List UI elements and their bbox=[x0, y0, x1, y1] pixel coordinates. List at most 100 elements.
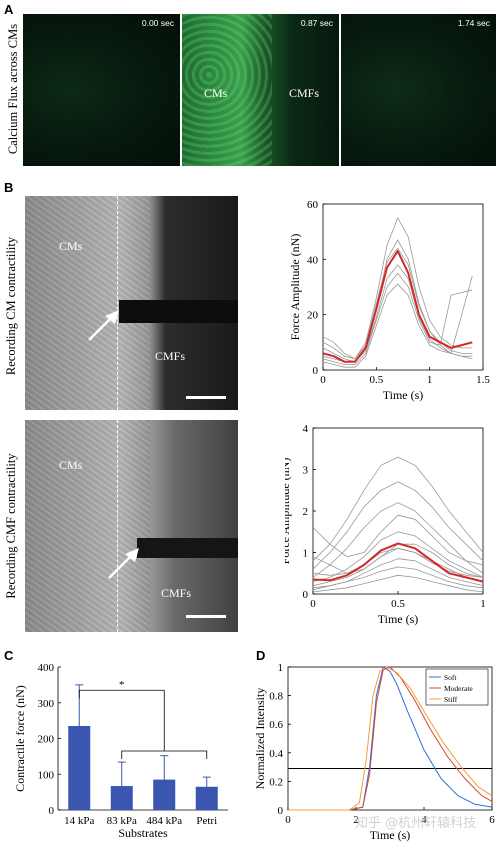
bbot-trace-line bbox=[312, 456, 484, 562]
calcium-frame-2: 0.87 sec CMs CMFs bbox=[182, 14, 339, 166]
bbot-ytick-label: 2 bbox=[303, 506, 309, 518]
d-series-line bbox=[288, 666, 493, 811]
bbot-ytick-label: 4 bbox=[303, 423, 309, 435]
panel-a-row-label: Calcium Flux across CMs bbox=[6, 23, 20, 155]
btop-ytick-label: 0 bbox=[313, 365, 319, 377]
normalized-intensity-chart: 0 2 4 6 0 0.2 0.4 0.6 0.8 1 Time (s) Normalized Int… bbox=[253, 662, 495, 842]
d-series-line bbox=[288, 666, 493, 811]
btop-ylabel: Force Amplitude (nN) bbox=[288, 234, 302, 341]
panel-letter-c: C bbox=[4, 648, 14, 663]
btop-trace-line bbox=[322, 239, 473, 363]
c-significance-star: * bbox=[119, 679, 125, 691]
force-trace-chart-cm: 0 0.5 1 1.5 0 20 40 60 Time (s) Force Amplitude (… bbox=[288, 199, 490, 402]
c-xlabel: Substrates bbox=[118, 826, 168, 840]
d-legend-label: Moderate bbox=[444, 684, 473, 693]
c-group-bracket bbox=[121, 750, 208, 760]
btop-trace-line bbox=[322, 272, 473, 365]
bottom-scale-bar bbox=[186, 615, 226, 618]
d-ytick-label: 0.2 bbox=[269, 776, 283, 788]
c-bar bbox=[68, 725, 91, 810]
c-bar bbox=[195, 786, 218, 810]
c-category-label: Petri bbox=[196, 815, 217, 827]
d-ylabel: Normalized Intensity bbox=[253, 688, 267, 790]
d-xtick-label: 4 bbox=[421, 814, 427, 826]
btop-xtick-label: 0.5 bbox=[369, 374, 383, 386]
contractile-force-bar-chart: 0 100 200 300 400 14 kPa 83 kPa 484 kPa Petri Sub… bbox=[13, 662, 228, 840]
bright-field-image-top: CMs CMFs bbox=[25, 196, 238, 410]
d-xlabel: Time (s) bbox=[370, 828, 411, 842]
bbot-trace-line bbox=[312, 543, 484, 578]
c-ytick-label: 200 bbox=[38, 734, 55, 746]
bbot-xtick-label: 1 bbox=[480, 598, 486, 610]
bottom-image-cmfs-label: CMFs bbox=[161, 586, 192, 600]
bbot-ytick-label: 3 bbox=[303, 465, 309, 477]
btop-trace-line bbox=[322, 247, 473, 360]
bbot-trace-line bbox=[312, 547, 484, 578]
panel-b-bottom-row-label: Recording CMF contractility bbox=[4, 453, 18, 599]
bbot-trace-line bbox=[312, 531, 484, 582]
bbot-ytick-label: 1 bbox=[303, 548, 309, 560]
bbot-trace-line bbox=[312, 481, 484, 570]
d-ytick-label: 0.4 bbox=[269, 748, 283, 760]
btop-ytick-label: 20 bbox=[307, 310, 319, 322]
panel-letter-d: D bbox=[256, 648, 266, 663]
d-ytick-label: 0 bbox=[278, 805, 284, 817]
bbot-mean-line bbox=[312, 542, 484, 583]
top-image-cms-label: CMs bbox=[59, 239, 83, 253]
top-arrow-icon bbox=[88, 310, 119, 341]
bbot-xtick-label: 0 bbox=[310, 598, 316, 610]
btop-mean-line bbox=[322, 250, 473, 363]
c-ytick-label: 400 bbox=[38, 662, 55, 674]
frame-3-time: 1.74 sec bbox=[457, 18, 490, 28]
bottom-arrow-icon bbox=[108, 548, 139, 579]
top-image-cmfs-label: CMFs bbox=[155, 349, 186, 363]
panel-b-top-row-label: Recording CM contractility bbox=[4, 236, 18, 376]
btop-xtick-label: 1 bbox=[427, 374, 433, 386]
d-legend-label: Soft bbox=[444, 673, 457, 682]
c-category-label: 484 kPa bbox=[146, 815, 182, 827]
btop-xtick-label: 1.5 bbox=[476, 374, 490, 386]
btop-xtick-label: 0 bbox=[320, 374, 326, 386]
bright-field-image-bottom: CMs CMFs bbox=[25, 420, 238, 632]
bbot-ylabel: Force Amplitude (nN) bbox=[285, 458, 292, 565]
frame-2-time: 0.87 sec bbox=[300, 18, 333, 28]
d-xtick-label: 2 bbox=[353, 814, 359, 826]
bbot-xtick-label: 0.5 bbox=[391, 598, 405, 610]
c-significance-bracket bbox=[78, 689, 165, 752]
bbot-ytick-label: 0 bbox=[303, 589, 309, 601]
c-ytick-label: 300 bbox=[38, 698, 55, 710]
btop-trace-line bbox=[322, 217, 473, 360]
watermark: 知乎 @杭州轩辕科技 bbox=[355, 816, 477, 831]
d-ytick-label: 1 bbox=[278, 662, 284, 674]
btop-ytick-label: 60 bbox=[307, 199, 319, 211]
c-category-label: 14 kPa bbox=[64, 815, 94, 827]
bottom-image-cms-label: CMs bbox=[59, 458, 83, 472]
c-bar bbox=[110, 786, 133, 810]
d-xtick-label: 0 bbox=[285, 814, 291, 826]
frame-2-cmfs-label: CMFs bbox=[289, 86, 320, 100]
bbot-trace-line bbox=[312, 514, 484, 566]
c-ytick-label: 100 bbox=[38, 769, 55, 781]
bbot-xlabel: Time (s) bbox=[378, 612, 419, 626]
btop-axes-box bbox=[322, 203, 484, 371]
c-ylabel: Contractile force (nN) bbox=[13, 685, 27, 792]
calcium-frame-1: 0.00 sec bbox=[23, 14, 180, 166]
frame-1-time: 0.00 sec bbox=[141, 18, 174, 28]
btop-trace-line bbox=[322, 275, 473, 368]
d-ytick-label: 0.6 bbox=[269, 719, 283, 731]
btop-ytick-label: 40 bbox=[307, 254, 319, 266]
panel-letter-b: B bbox=[4, 180, 14, 195]
c-category-label: 83 kPa bbox=[107, 815, 137, 827]
bbot-trace-line bbox=[312, 574, 484, 593]
frame-2-cms-label: CMs bbox=[204, 86, 228, 100]
d-xtick-label: 6 bbox=[489, 814, 495, 826]
btop-xlabel: Time (s) bbox=[383, 388, 424, 402]
c-bar bbox=[153, 779, 176, 810]
panel-letter-a: A bbox=[4, 2, 14, 17]
d-ytick-label: 0.8 bbox=[269, 691, 283, 703]
bbot-trace-line bbox=[312, 502, 484, 578]
d-legend-label: Stiff bbox=[444, 695, 458, 704]
force-trace-chart-cmf: 0 0.5 1 0 1 2 3 4 Time (s) Force Amplitude (nN) bbox=[285, 423, 486, 626]
top-scale-bar bbox=[186, 396, 226, 399]
calcium-frame-3: 1.74 sec bbox=[341, 14, 496, 166]
